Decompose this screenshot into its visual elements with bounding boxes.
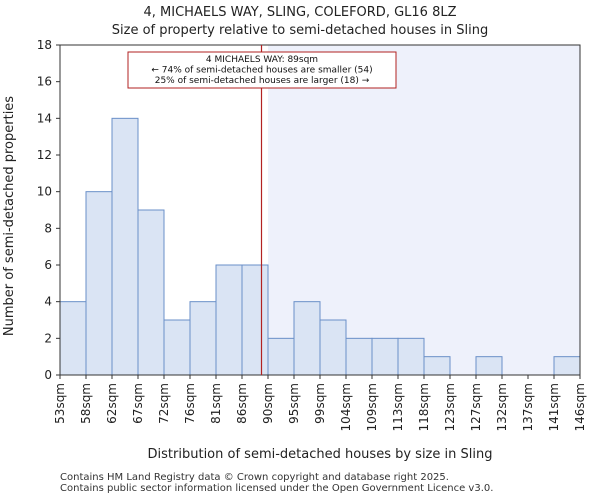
annotation-box: [127, 51, 397, 89]
x-tick-label: 127sqm: [469, 383, 483, 431]
footer: Contains HM Land Registry data © Crown c…: [60, 472, 493, 494]
x-tick-label: 113sqm: [391, 383, 405, 431]
bar-81sqm: [215, 264, 243, 376]
x-tick-label: 53sqm: [53, 383, 67, 424]
bar-86sqm: [241, 264, 269, 376]
bar-113sqm: [397, 337, 425, 376]
y-tick-label: 8: [44, 221, 52, 235]
bar-99sqm: [319, 319, 347, 376]
x-tick-label: 109sqm: [365, 383, 379, 431]
annotation-line-1: 4 MICHAELS WAY: 89sqm: [206, 55, 318, 65]
bar-58sqm: [85, 191, 113, 376]
x-tick-label: 76sqm: [183, 383, 197, 424]
x-axis-label: Distribution of semi-detached houses by …: [148, 447, 493, 462]
x-tick-label: 104sqm: [339, 383, 353, 431]
annotation-line-2: ← 74% of semi-detached houses are smalle…: [151, 66, 372, 76]
x-tick-label: 86sqm: [235, 383, 249, 424]
x-tick-label: 118sqm: [417, 383, 431, 431]
footer-line-1: Contains HM Land Registry data © Crown c…: [60, 472, 449, 483]
x-tick-label: 99sqm: [313, 383, 327, 424]
bar-62sqm: [111, 117, 139, 376]
bars-layer: [59, 117, 581, 376]
axes-layer: 0 2 4 6 8 10 12 14 16 18 53sqm 58sqm 62sqm 67sqm 72sqm…: [37, 38, 587, 431]
y-tick-label: 18: [37, 38, 52, 52]
y-tick-label: 6: [44, 258, 52, 272]
y-axis-label: Number of semi-detached properties: [2, 96, 17, 336]
x-tick-label: 67sqm: [131, 383, 145, 424]
y-tick-label: 12: [37, 148, 52, 162]
bar-53sqm: [59, 301, 87, 376]
bar-104sqm: [345, 337, 373, 376]
x-tick-label: 137sqm: [521, 383, 535, 431]
x-tick-label: 146sqm: [573, 383, 587, 431]
x-tick-label: 62sqm: [105, 383, 119, 424]
x-tick-label: 95sqm: [287, 383, 301, 424]
annotation-layer: 4 MICHAELS WAY: 89sqm← 74% of semi-detac…: [127, 45, 397, 375]
bar-118sqm: [423, 356, 451, 376]
x-tick-label: 58sqm: [79, 383, 93, 424]
x-tick-label: 90sqm: [261, 383, 275, 424]
x-tick-label: 132sqm: [495, 383, 509, 431]
bar-109sqm: [371, 337, 399, 376]
bar-67sqm: [137, 209, 165, 376]
chart-title: 4, MICHAELS WAY, SLING, COLEFORD, GL16 8…: [143, 5, 457, 20]
bar-95sqm: [293, 301, 321, 376]
footer-line-2: Contains public sector information licen…: [60, 483, 494, 494]
y-tick-label: 10: [37, 185, 52, 199]
bar-76sqm: [189, 301, 217, 376]
chart-subtitle: Size of property relative to semi-detach…: [111, 23, 489, 38]
x-tick-label: 72sqm: [157, 383, 171, 424]
y-tick-label: 2: [44, 331, 52, 345]
bar-127sqm: [475, 356, 503, 376]
bar-72sqm: [163, 319, 191, 376]
y-tick-label: 14: [37, 111, 52, 125]
annotation-line-3: 25% of semi-detached houses are larger (…: [155, 76, 370, 86]
y-tick-label: 0: [44, 368, 52, 382]
x-tick-label: 141sqm: [547, 383, 561, 431]
y-tick-label: 16: [37, 75, 52, 89]
chart-title-block: 4, MICHAELS WAY, SLING, COLEFORD, GL16 8…: [0, 4, 600, 40]
x-tick-label: 123sqm: [443, 383, 457, 431]
bar-141sqm: [553, 356, 581, 376]
bar-90sqm: [267, 337, 295, 376]
y-tick-label: 4: [44, 295, 52, 309]
x-tick-label: 81sqm: [209, 383, 223, 424]
